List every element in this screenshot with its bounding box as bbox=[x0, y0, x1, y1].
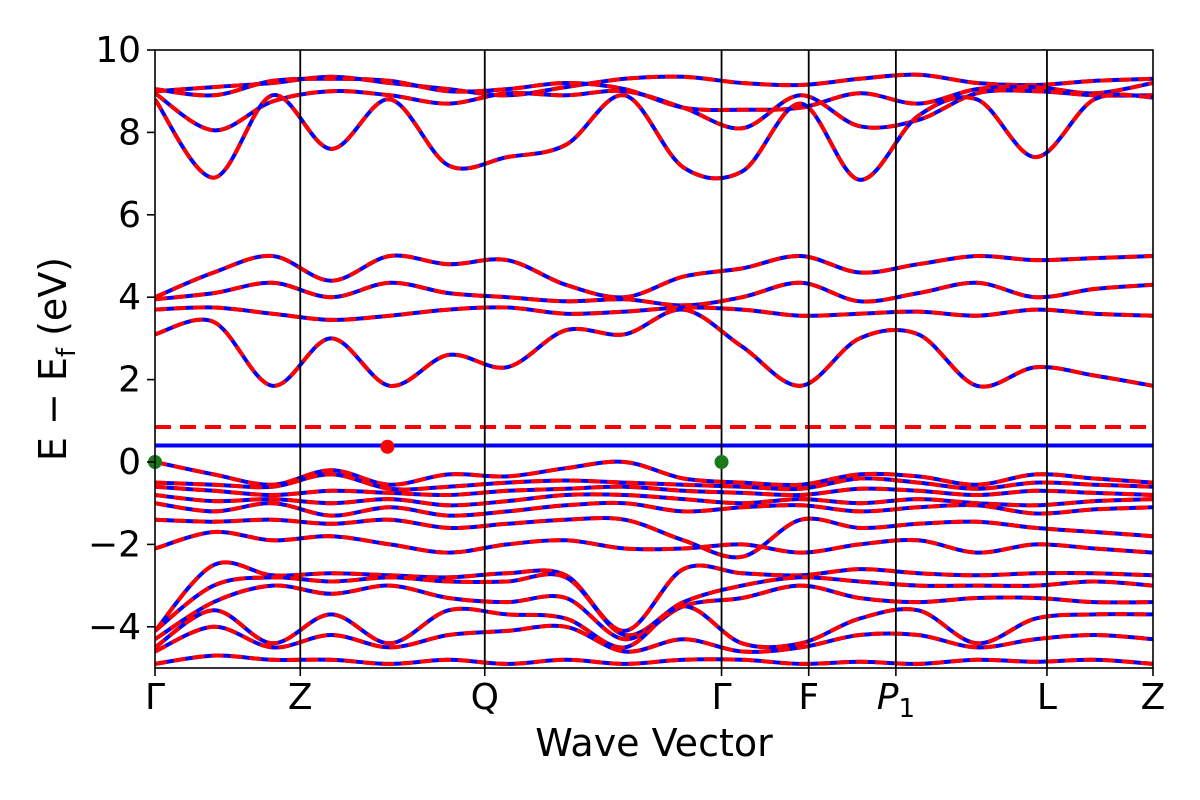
band-line-dashed-14 bbox=[155, 529, 1153, 555]
y-tick-label-0: −4 bbox=[88, 607, 141, 648]
x-tick-label-7: Z bbox=[1141, 677, 1166, 718]
band-line-dashed-20 bbox=[155, 653, 1153, 666]
band-line-dashed-13 bbox=[155, 515, 1153, 560]
y-axis-title: E − Ef (eV) bbox=[31, 257, 82, 461]
plot-frame bbox=[154, 49, 1154, 669]
y-tick-label-6: 8 bbox=[118, 112, 141, 153]
band-line-dashed-6 bbox=[155, 305, 1153, 322]
y-tick-label-2: 0 bbox=[118, 442, 141, 483]
x-axis-title: Wave Vector bbox=[535, 721, 773, 765]
band-line-dashed-8 bbox=[155, 459, 1153, 488]
y-tick-label-7: 10 bbox=[95, 30, 141, 71]
band-line-dashed-9 bbox=[155, 472, 1153, 492]
y-tick-label-3: 2 bbox=[118, 360, 141, 401]
y-axis-title-main: E − E bbox=[31, 357, 75, 461]
x-tick-label-6: L bbox=[1037, 677, 1057, 718]
band-line-dashed-3 bbox=[155, 92, 1153, 182]
x-tick-label-4: F bbox=[798, 677, 819, 718]
band-line-dashed-15 bbox=[155, 560, 1153, 633]
x-tick-label-3: Γ bbox=[712, 677, 732, 718]
band-line-solid-17 bbox=[155, 583, 1153, 642]
reference-lines bbox=[155, 424, 1153, 448]
band-line-dashed-12 bbox=[155, 500, 1153, 518]
x-tick-label-2: Q bbox=[471, 677, 499, 718]
band-line-dashed-19 bbox=[155, 623, 1153, 654]
band-line-dashed-5 bbox=[155, 280, 1153, 308]
x-axis-ticks: Γ Z Q Γ F P1 L Z bbox=[145, 668, 1165, 724]
band-line-dashed-17 bbox=[155, 583, 1153, 642]
band-line-solid-3 bbox=[155, 92, 1153, 182]
band-lines bbox=[155, 72, 1153, 666]
band-line-solid-7 bbox=[155, 307, 1153, 389]
band-line-dashed-7 bbox=[155, 307, 1153, 389]
y-axis-title-subscript: f bbox=[52, 347, 82, 357]
band-edge-marker-1 bbox=[714, 455, 729, 469]
k-point-dividers bbox=[299, 50, 1048, 668]
y-tick-label-4: 4 bbox=[118, 277, 141, 318]
x-tick-label-0: Γ bbox=[145, 677, 165, 718]
y-axis-ticks: −4 −2 0 2 4 6 8 10 bbox=[88, 30, 155, 648]
x-tick-label-5: P1 bbox=[877, 677, 915, 724]
y-tick-label-5: 6 bbox=[118, 195, 141, 236]
x-tick-label-1: Z bbox=[288, 677, 313, 718]
band-line-dashed-16 bbox=[155, 572, 1153, 638]
band-edge-marker-2 bbox=[380, 439, 395, 454]
band-line-dashed-10 bbox=[155, 484, 1153, 498]
band-line-dashed-2 bbox=[155, 88, 1153, 133]
band-line-dashed-11 bbox=[155, 492, 1153, 508]
y-axis-title-unit: (eV) bbox=[31, 257, 75, 348]
band-line-dashed-18 bbox=[155, 604, 1153, 650]
band-line-dashed-4 bbox=[155, 253, 1153, 300]
y-tick-label-1: −2 bbox=[88, 524, 141, 565]
